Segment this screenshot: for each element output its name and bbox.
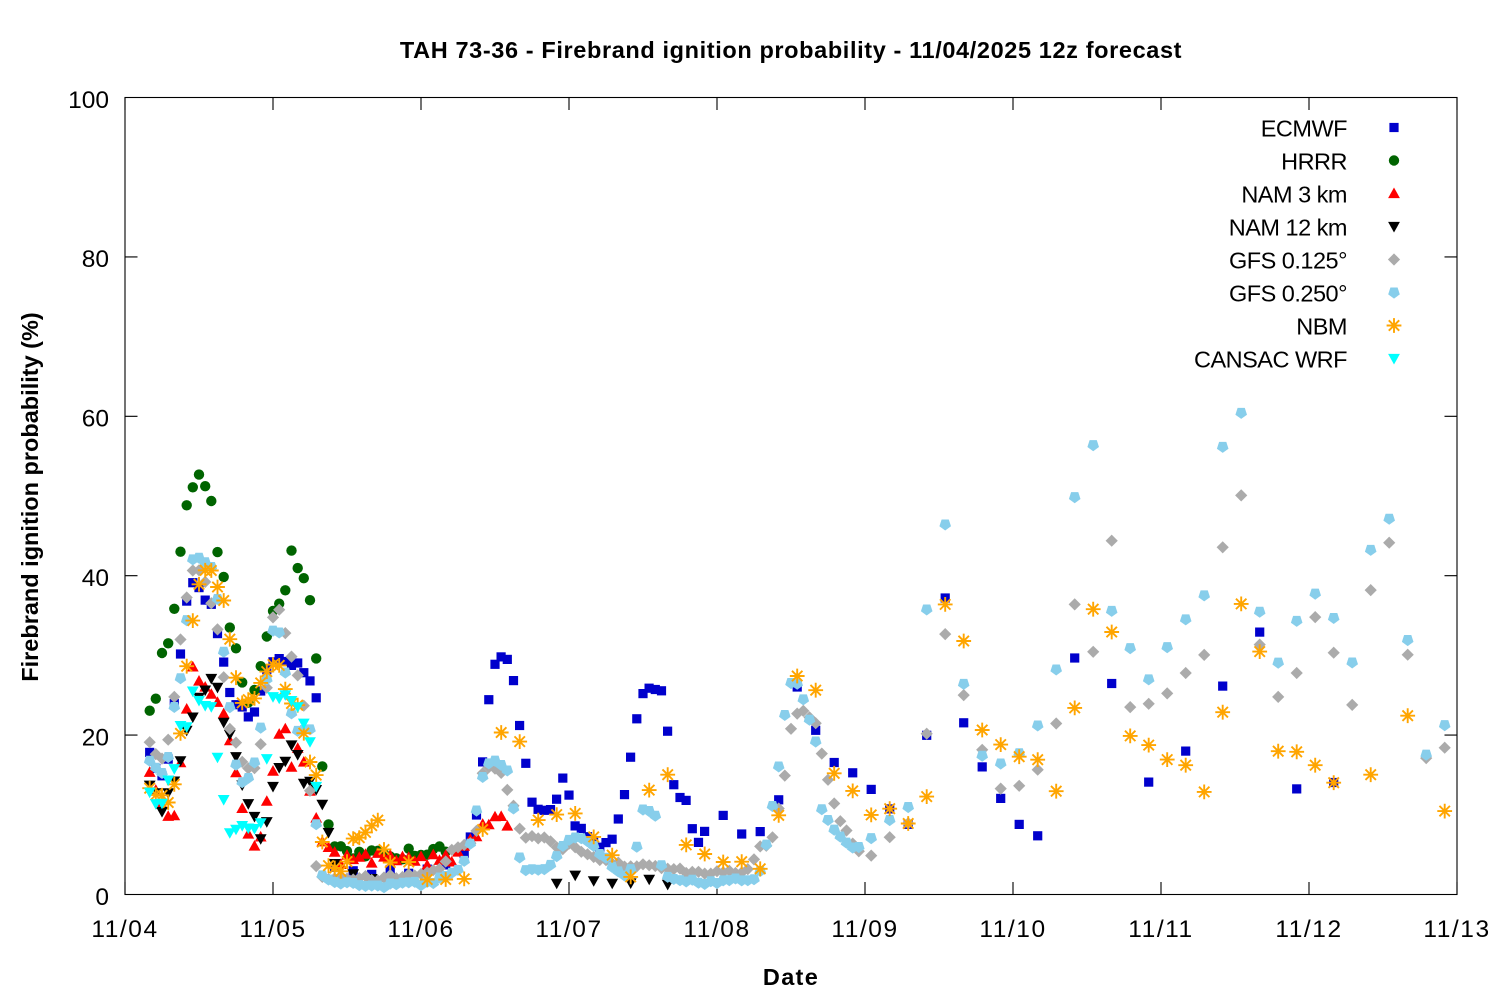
svg-text:40: 40 bbox=[82, 565, 109, 592]
svg-text:GFS 0.125°: GFS 0.125° bbox=[1229, 248, 1347, 274]
svg-text:20: 20 bbox=[82, 724, 109, 751]
svg-text:Date: Date bbox=[763, 964, 819, 990]
svg-text:Firebrand ignition probability: Firebrand ignition probability (%) bbox=[17, 312, 43, 681]
svg-text:HRRR: HRRR bbox=[1281, 149, 1347, 175]
svg-text:CANSAC WRF: CANSAC WRF bbox=[1194, 347, 1347, 373]
svg-text:60: 60 bbox=[82, 406, 109, 433]
svg-text:11/09: 11/09 bbox=[831, 916, 898, 943]
svg-text:NBM: NBM bbox=[1296, 314, 1347, 340]
svg-text:11/07: 11/07 bbox=[535, 916, 602, 943]
svg-text:ECMWF: ECMWF bbox=[1261, 116, 1347, 142]
svg-text:NAM 3 km: NAM 3 km bbox=[1241, 182, 1347, 208]
svg-text:11/13: 11/13 bbox=[1423, 916, 1490, 943]
svg-text:100: 100 bbox=[68, 87, 109, 114]
svg-text:11/10: 11/10 bbox=[979, 916, 1046, 943]
svg-text:TAH 73-36 - Firebrand ignition: TAH 73-36 - Firebrand ignition probabili… bbox=[400, 37, 1182, 63]
svg-text:NAM 12 km: NAM 12 km bbox=[1229, 215, 1347, 241]
svg-text:11/12: 11/12 bbox=[1275, 916, 1342, 943]
svg-text:11/08: 11/08 bbox=[683, 916, 750, 943]
svg-text:0: 0 bbox=[95, 884, 109, 911]
svg-text:GFS 0.250°: GFS 0.250° bbox=[1229, 281, 1347, 307]
svg-text:11/11: 11/11 bbox=[1128, 916, 1193, 943]
svg-text:80: 80 bbox=[82, 246, 109, 273]
svg-text:11/06: 11/06 bbox=[387, 916, 454, 943]
svg-text:11/04: 11/04 bbox=[91, 916, 158, 943]
svg-text:11/05: 11/05 bbox=[239, 916, 306, 943]
